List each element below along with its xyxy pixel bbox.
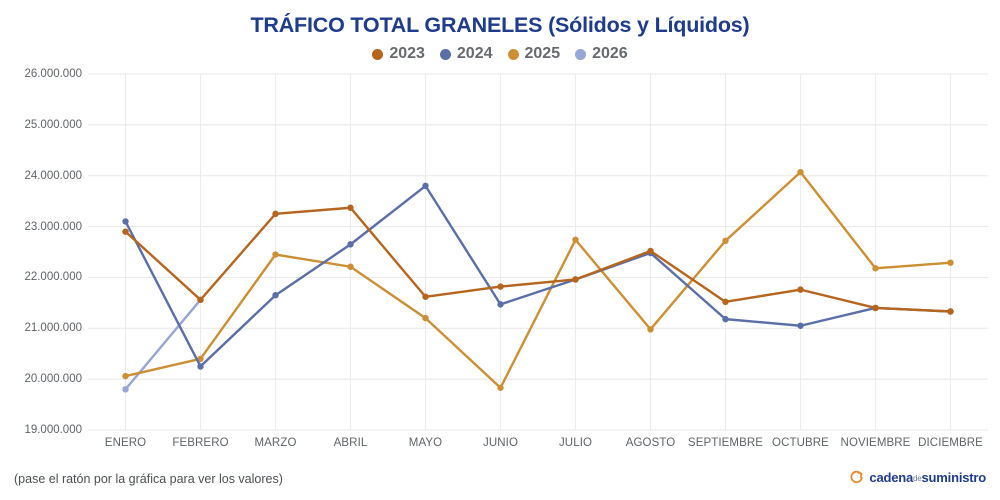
data-point-2024[interactable] — [197, 363, 204, 370]
legend-item-2024[interactable]: 2024 — [439, 45, 493, 62]
legend-swatch-2024 — [439, 48, 451, 60]
series-line-2025[interactable] — [126, 172, 951, 388]
data-point-2025[interactable] — [797, 168, 804, 176]
plot-area — [88, 74, 988, 430]
x-axis-tick-label: DICIEMBRE — [918, 437, 983, 449]
data-point-2024[interactable] — [422, 182, 429, 190]
y-axis-tick-label: 24.000.000 — [24, 169, 82, 182]
x-axis-tick-label: JULIO — [558, 437, 593, 449]
data-point-2023[interactable] — [422, 293, 429, 300]
data-point-2025[interactable] — [347, 263, 354, 270]
data-point-2025[interactable] — [197, 355, 204, 362]
y-axis-tick-label: 25.000.000 — [24, 118, 82, 131]
legend-label-2025: 2025 — [524, 45, 561, 62]
brand-logo: cadenadesuministro — [849, 470, 986, 485]
legend-label-2026: 2026 — [592, 45, 628, 62]
x-axis-tick-label: ABRIL — [333, 437, 368, 449]
data-point-2023[interactable] — [572, 276, 579, 283]
y-axis-tick-label: 26.000.000 — [24, 68, 82, 80]
legend-label-2024: 2024 — [456, 45, 493, 62]
x-axis-tick-label: OCTUBRE — [772, 437, 829, 449]
data-point-2023[interactable] — [197, 296, 204, 304]
series-line-2023[interactable] — [126, 208, 951, 312]
x-axis-tick-label: MAYO — [408, 437, 443, 449]
x-axis: ENERO FEBRERO MARZO ABRIL MAYO JUNIO JULIO AGOS… — [88, 437, 988, 455]
hover-hint-text: (pase el ratón por la gráfica para ver l… — [14, 472, 283, 486]
legend-label-2023: 2023 — [389, 45, 425, 62]
legend-item-2026[interactable]: 2026 — [575, 46, 628, 62]
legend-swatch-2023 — [372, 48, 384, 60]
x-axis-tick-label: AGOSTO — [625, 437, 676, 449]
x-axis-tick-label: JUNIO — [483, 437, 518, 449]
chart-legend: 2023 2024 2025 2026 — [0, 46, 1000, 62]
data-point-2024[interactable] — [722, 315, 729, 323]
brand-sep: de — [913, 474, 922, 484]
x-axis-tick-label: ENERO — [104, 437, 147, 449]
data-point-2023[interactable] — [347, 204, 354, 211]
x-axis-tick-label: MARZO — [254, 437, 297, 449]
data-point-2023[interactable] — [647, 247, 654, 255]
y-axis-tick-label: 22.000.000 — [24, 271, 82, 284]
series-line-2024[interactable] — [126, 186, 951, 367]
y-axis-tick-label: 19.000.000 — [24, 424, 82, 436]
data-point-2023[interactable] — [872, 304, 879, 312]
data-point-2025[interactable] — [122, 372, 129, 380]
x-axis-tick-label: SEPTIEMBRE — [687, 437, 764, 449]
data-point-2025[interactable] — [947, 259, 954, 266]
page-title: TRÁFICO TOTAL GRANELES (Sólidos y Líquid… — [250, 13, 750, 37]
brand-first: cadena — [869, 470, 914, 485]
data-point-2025[interactable] — [572, 236, 579, 243]
x-axis-tick-label: FEBRERO — [172, 437, 229, 449]
data-point-2023[interactable] — [947, 308, 954, 315]
x-axis-tick-label: NOVIEMBRE — [840, 437, 911, 449]
data-point-2023[interactable] — [122, 228, 129, 235]
y-axis: 26.000.000 25.000.000 24.000.000 23.000.000… — [0, 68, 82, 436]
data-point-2025[interactable] — [722, 237, 729, 245]
legend-item-2023[interactable]: 2023 — [372, 46, 425, 62]
data-point-2025[interactable] — [497, 384, 504, 391]
data-point-2023[interactable] — [497, 283, 504, 290]
data-point-2025[interactable] — [422, 314, 429, 322]
legend-item-2025[interactable]: 2025 — [507, 45, 561, 62]
circular-arrow-icon — [850, 470, 864, 484]
legend-swatch-2026 — [575, 48, 587, 60]
data-point-2023[interactable] — [722, 298, 729, 306]
data-point-2024[interactable] — [122, 218, 129, 225]
data-point-2024[interactable] — [497, 301, 504, 308]
data-point-2026[interactable] — [122, 386, 129, 393]
data-point-2025[interactable] — [647, 326, 654, 333]
data-point-2024[interactable] — [797, 322, 804, 329]
y-axis-tick-label: 23.000.000 — [24, 220, 82, 233]
brand-second: suministro — [921, 470, 987, 485]
y-axis-tick-label: 21.000.000 — [24, 322, 82, 335]
y-axis-tick-label: 20.000.000 — [24, 373, 82, 386]
data-point-2025[interactable] — [272, 251, 279, 258]
data-point-2023[interactable] — [797, 286, 804, 293]
data-point-2024[interactable] — [347, 241, 354, 248]
line-chart-svg[interactable] — [88, 74, 988, 430]
legend-swatch-2025 — [507, 48, 519, 60]
data-point-2023[interactable] — [272, 210, 279, 218]
data-point-2024[interactable] — [272, 292, 279, 299]
brand-text: cadenadesuministro — [869, 470, 986, 485]
data-point-2025[interactable] — [872, 265, 879, 272]
